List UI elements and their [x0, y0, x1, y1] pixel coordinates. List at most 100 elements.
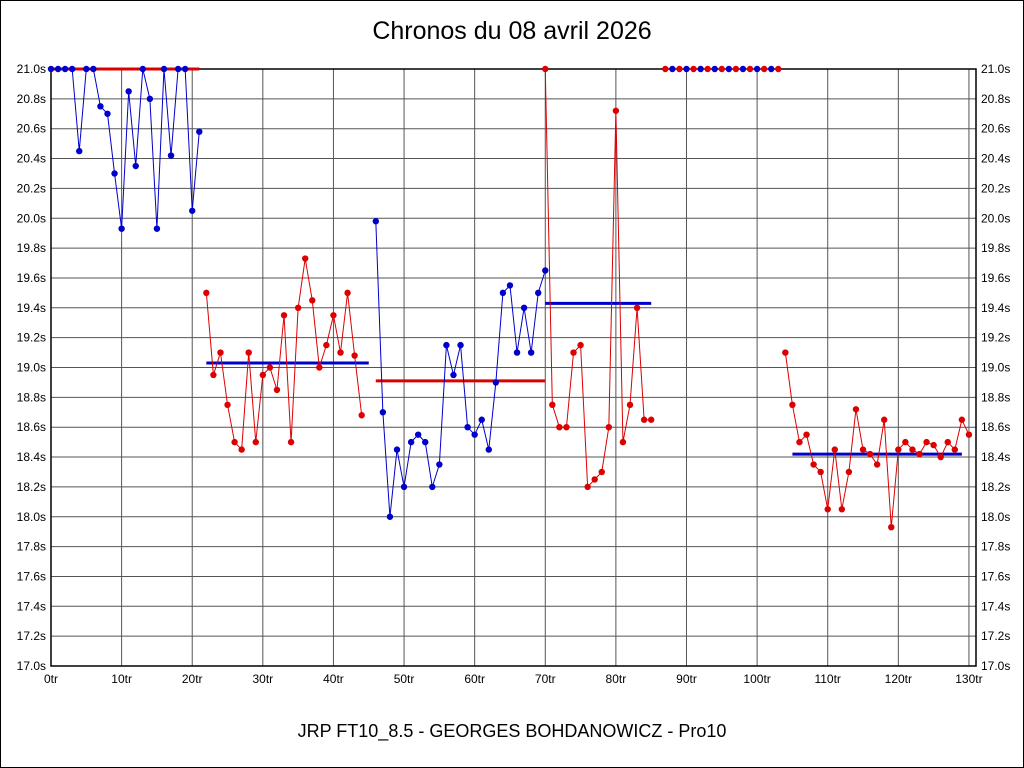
- data-point-segment-4-red: [612, 107, 620, 114]
- data-point-segment-3-blue: [393, 446, 401, 453]
- y-tick-label-left: 18.6s: [17, 420, 46, 434]
- data-point-segment-6-red: [881, 416, 888, 423]
- y-tick-label-left: 18.8s: [17, 390, 46, 404]
- y-tick-label-right: 18.0s: [981, 510, 1010, 524]
- data-point-segment-3-blue: [485, 446, 492, 453]
- y-tick-label-right: 20.2s: [981, 181, 1010, 195]
- data-point-plateau-blue: [683, 65, 690, 73]
- data-point-segment-4-red: [591, 476, 598, 483]
- data-point-plateau-blue: [739, 65, 747, 73]
- y-tick-label-right: 19.2s: [981, 331, 1010, 345]
- data-point-segment-1-blue: [132, 162, 139, 170]
- data-point-segment-3-blue: [436, 461, 443, 468]
- x-tick-label: 100tr: [743, 672, 770, 686]
- data-point-segment-1-blue: [118, 225, 125, 232]
- y-tick-label-right: 18.6s: [981, 420, 1010, 434]
- data-point-segment-6-red: [916, 450, 923, 458]
- data-point-segment-2-red: [224, 401, 231, 409]
- data-point-segment-2-red: [301, 255, 309, 262]
- data-point-segment-4-red: [542, 65, 549, 73]
- data-point-plateau-blue: [725, 65, 733, 73]
- data-point-segment-6-red: [803, 431, 810, 438]
- data-point-plateau-red: [718, 65, 726, 73]
- data-point-segment-3-blue: [478, 416, 485, 423]
- x-tick-label: 60tr: [464, 672, 485, 686]
- series-line-segment-4-red: [544, 68, 652, 489]
- y-tick-label-left: 17.8s: [17, 540, 46, 554]
- data-point-plateau-red: [775, 65, 782, 73]
- data-point-plateau-red: [746, 65, 754, 73]
- y-tick-label-right: 20.0s: [981, 211, 1010, 225]
- x-tick-label: 120tr: [885, 672, 912, 686]
- y-tick-label-right: 18.8s: [981, 390, 1010, 404]
- data-point-segment-6-red: [895, 446, 902, 453]
- data-point-segment-1-blue: [76, 147, 83, 155]
- data-point-segment-6-red: [965, 431, 973, 438]
- data-point-segment-1-blue: [196, 128, 203, 135]
- y-tick-label-right: 20.8s: [981, 92, 1010, 106]
- data-point-segment-3-blue: [422, 438, 429, 446]
- data-point-plateau-blue: [768, 65, 775, 73]
- y-tick-label-left: 20.2s: [17, 181, 46, 195]
- data-point-segment-1-blue: [174, 65, 182, 73]
- data-point-segment-6-red: [909, 446, 916, 453]
- y-tick-label-right: 18.4s: [981, 450, 1010, 464]
- y-tick-label-left: 18.0s: [17, 510, 46, 524]
- data-point-segment-6-red: [845, 468, 853, 476]
- x-tick-label: 50tr: [394, 672, 415, 686]
- data-point-segment-1-blue: [68, 65, 76, 73]
- data-point-segment-1-blue: [97, 103, 104, 110]
- data-point-segment-4-red: [640, 416, 648, 423]
- y-tick-label-left: 19.4s: [17, 301, 46, 315]
- data-point-segment-4-red: [605, 424, 613, 431]
- data-point-segment-6-red: [958, 416, 966, 423]
- data-point-segment-6-red: [859, 446, 867, 453]
- y-tick-label-left: 19.6s: [17, 271, 46, 285]
- y-tick-label-right: 19.4s: [981, 301, 1010, 315]
- x-tick-label: 40tr: [323, 672, 344, 686]
- data-point-segment-2-red: [316, 364, 323, 371]
- data-point-segment-3-blue: [429, 483, 436, 491]
- data-point-segment-1-blue: [146, 95, 154, 103]
- data-point-segment-6-red: [902, 438, 909, 446]
- x-tick-label: 130tr: [955, 672, 982, 686]
- data-point-segment-3-blue: [372, 218, 380, 225]
- data-point-segment-1-blue: [47, 65, 55, 73]
- data-point-plateau-red: [760, 65, 768, 73]
- data-point-segment-4-red: [619, 438, 627, 446]
- data-point-segment-3-blue: [400, 483, 408, 491]
- data-point-plateau-red: [690, 65, 697, 73]
- data-point-segment-1-blue: [139, 65, 146, 73]
- x-tick-label: 110tr: [814, 672, 840, 686]
- y-tick-label-right: 17.6s: [981, 569, 1010, 583]
- data-point-segment-4-red: [598, 468, 605, 476]
- data-point-segment-3-blue: [450, 371, 457, 379]
- data-point-segment-4-red: [549, 401, 556, 409]
- data-point-segment-3-blue: [379, 409, 387, 416]
- data-point-segment-3-blue: [520, 304, 528, 311]
- y-tick-label-left: 18.2s: [17, 480, 46, 494]
- data-point-segment-6-red: [824, 506, 831, 513]
- data-point-segment-3-blue: [443, 341, 450, 349]
- data-point-plateau-red: [676, 65, 683, 73]
- data-point-segment-2-red: [280, 312, 288, 319]
- data-point-segment-4-red: [584, 483, 591, 491]
- data-point-segment-1-blue: [61, 65, 69, 73]
- data-point-segment-3-blue: [542, 267, 549, 274]
- data-point-segment-2-red: [245, 349, 252, 356]
- data-point-segment-6-red: [930, 441, 937, 449]
- data-point-plateau-blue: [697, 65, 704, 73]
- data-point-segment-6-red: [873, 461, 881, 468]
- y-tick-label-right: 17.2s: [981, 629, 1010, 643]
- data-point-segment-4-red: [647, 416, 655, 423]
- data-point-segment-6-red: [782, 349, 789, 356]
- data-point-segment-4-red: [577, 341, 584, 349]
- y-tick-label-right: 20.6s: [981, 122, 1010, 136]
- y-tick-label-right: 19.8s: [981, 241, 1010, 255]
- data-point-segment-6-red: [810, 461, 817, 468]
- series-line-segment-3-blue: [375, 221, 546, 517]
- data-point-segment-4-red: [626, 401, 634, 409]
- data-point-segment-3-blue: [535, 289, 542, 297]
- series-line-segment-6-red: [784, 352, 970, 528]
- data-point-segment-2-red: [287, 438, 295, 446]
